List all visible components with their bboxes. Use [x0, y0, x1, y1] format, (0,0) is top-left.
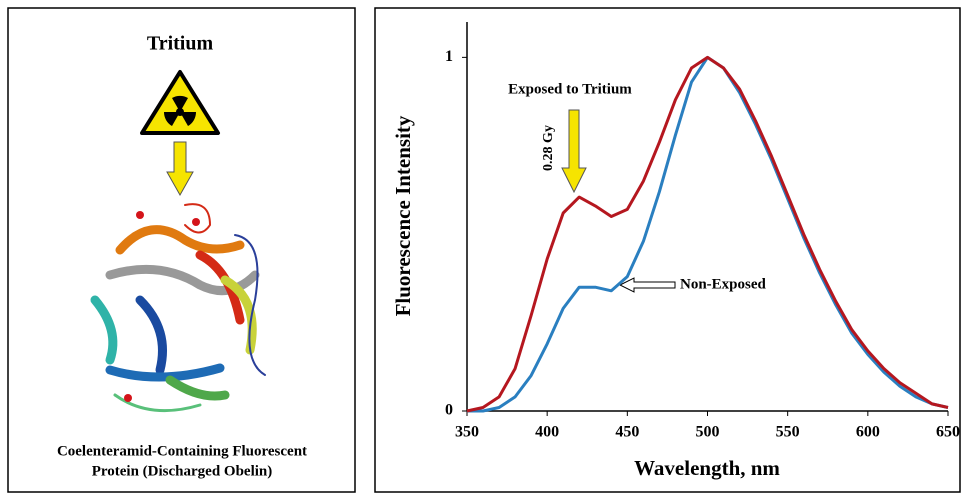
protein-structure: [90, 203, 266, 413]
left-panel: [7, 7, 356, 493]
annotation: Exposed to Tritium: [508, 81, 632, 97]
x-tick-label: 600: [856, 424, 880, 441]
x-tick-label: 550: [776, 424, 800, 441]
caption-line: Coelenteramid-Containing Fluorescent: [57, 443, 307, 459]
annotation: Non-Exposed: [680, 276, 767, 292]
right-panel: [374, 7, 961, 493]
caption-line: Protein (Discharged Obelin): [92, 463, 273, 479]
x-tick-label: 450: [615, 424, 639, 441]
annotation-arrow: [618, 277, 676, 293]
panel-title: Tritium: [147, 33, 214, 55]
series-line: [466, 55, 949, 413]
y-axis-label: Fluorescence Intensity: [391, 115, 415, 316]
x-tick-label: 400: [535, 424, 559, 441]
annotation-arrow: [561, 109, 587, 194]
x-tick-label: 650: [936, 424, 960, 441]
x-tick-label: 350: [455, 424, 479, 441]
x-axis-label: Wavelength, nm: [634, 456, 780, 480]
y-tick-label: 1: [445, 48, 453, 65]
y-tick-label: 0: [445, 402, 453, 419]
annotation: 0.28 Gy: [541, 125, 556, 171]
x-tick-label: 500: [696, 424, 720, 441]
down-arrow: [166, 141, 194, 197]
radiation-sign: [140, 70, 220, 135]
